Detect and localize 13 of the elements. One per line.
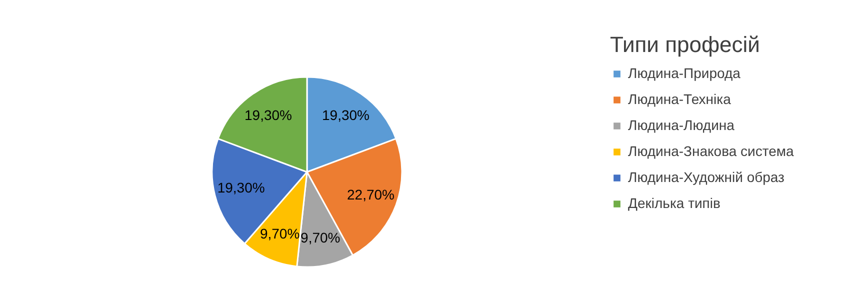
legend-label: Людина-Природа xyxy=(628,65,741,81)
data-label: 9,70% xyxy=(260,225,300,242)
data-label: 19,30% xyxy=(217,180,265,196)
legend-label: Людина-Техніка xyxy=(628,91,732,107)
data-label: 19,30% xyxy=(322,107,370,124)
data-label: 19,30% xyxy=(244,107,292,124)
legend-title: Типи професій xyxy=(610,32,760,57)
legend-label: Людина-Людина xyxy=(628,117,735,133)
data-label: 22,70% xyxy=(347,186,394,203)
legend-label: Декілька типів xyxy=(628,195,720,211)
legend-label: Людина-Знакова система xyxy=(628,143,794,159)
legend-label: Людина-Художній образ xyxy=(628,169,784,185)
data-label: 9,70% xyxy=(300,230,340,246)
